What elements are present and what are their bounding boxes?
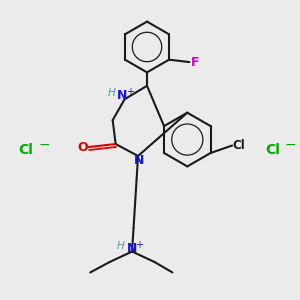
Text: N: N: [134, 154, 145, 167]
Text: N: N: [127, 242, 137, 255]
Text: N: N: [117, 89, 128, 102]
Text: Cl: Cl: [232, 139, 245, 152]
Text: +: +: [135, 240, 143, 250]
Text: H: H: [107, 88, 115, 98]
Text: −: −: [284, 138, 296, 152]
Text: +: +: [126, 87, 134, 97]
Text: −: −: [38, 138, 50, 152]
Text: Cl: Cl: [265, 143, 280, 157]
Text: F: F: [190, 56, 199, 69]
Text: Cl: Cl: [19, 143, 34, 157]
Text: O: O: [77, 140, 88, 154]
Text: H: H: [117, 241, 124, 251]
